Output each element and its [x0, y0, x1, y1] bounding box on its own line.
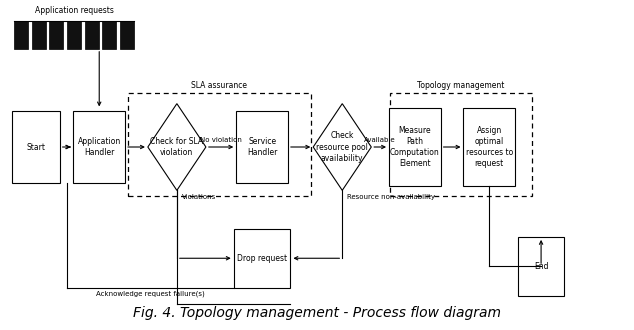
- FancyBboxPatch shape: [32, 21, 46, 49]
- Text: Fig. 4. Topology management - Process flow diagram: Fig. 4. Topology management - Process fl…: [133, 307, 501, 320]
- FancyBboxPatch shape: [236, 111, 288, 183]
- Text: Check for SLA
violation: Check for SLA violation: [150, 137, 204, 157]
- Text: End: End: [534, 262, 548, 271]
- Text: Acknowledge request failure(s): Acknowledge request failure(s): [96, 290, 205, 297]
- Text: Topology management: Topology management: [417, 81, 504, 90]
- FancyBboxPatch shape: [85, 21, 99, 49]
- FancyBboxPatch shape: [49, 21, 63, 49]
- FancyBboxPatch shape: [463, 108, 515, 186]
- Text: Check
resource pool
availability: Check resource pool availability: [316, 131, 368, 163]
- FancyBboxPatch shape: [74, 111, 125, 183]
- Text: SLA assurance: SLA assurance: [191, 81, 247, 90]
- Polygon shape: [148, 104, 206, 190]
- Text: No violation: No violation: [200, 137, 242, 143]
- FancyBboxPatch shape: [14, 21, 28, 49]
- Text: Available: Available: [365, 137, 396, 143]
- Polygon shape: [313, 104, 372, 190]
- Text: Drop request: Drop request: [237, 254, 287, 263]
- Text: Resource non-availability: Resource non-availability: [347, 194, 436, 200]
- Text: Application
Handler: Application Handler: [77, 137, 121, 157]
- FancyBboxPatch shape: [234, 229, 290, 288]
- FancyBboxPatch shape: [102, 21, 116, 49]
- Text: Violations: Violations: [182, 194, 216, 200]
- Text: Assign
optimal
resources to
request: Assign optimal resources to request: [466, 126, 513, 168]
- Text: Start: Start: [27, 143, 46, 151]
- FancyBboxPatch shape: [519, 237, 564, 296]
- FancyBboxPatch shape: [67, 21, 81, 49]
- FancyBboxPatch shape: [120, 21, 134, 49]
- Text: Service
Handler: Service Handler: [247, 137, 277, 157]
- Text: Application requests: Application requests: [34, 6, 113, 15]
- FancyBboxPatch shape: [389, 108, 441, 186]
- FancyBboxPatch shape: [13, 111, 60, 183]
- Text: Measure
Path
Computation
Element: Measure Path Computation Element: [390, 126, 440, 168]
